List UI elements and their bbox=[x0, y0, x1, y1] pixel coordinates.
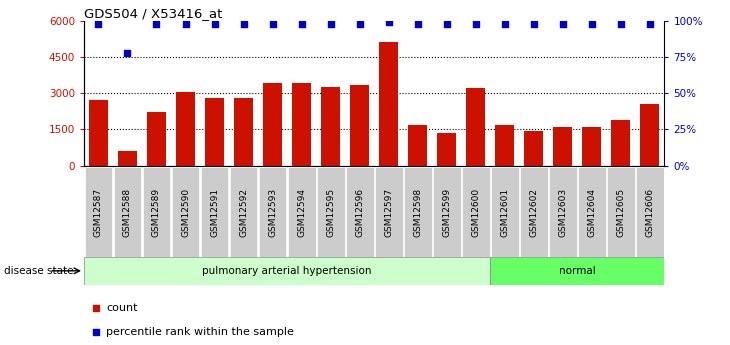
FancyBboxPatch shape bbox=[374, 167, 402, 257]
FancyBboxPatch shape bbox=[433, 167, 461, 257]
Text: GSM12594: GSM12594 bbox=[297, 188, 306, 237]
Text: percentile rank within the sample: percentile rank within the sample bbox=[106, 327, 294, 337]
Text: GSM12591: GSM12591 bbox=[210, 188, 219, 237]
Text: GSM12588: GSM12588 bbox=[123, 188, 132, 237]
Point bbox=[354, 21, 366, 26]
FancyBboxPatch shape bbox=[636, 167, 664, 257]
FancyBboxPatch shape bbox=[114, 167, 142, 257]
Point bbox=[180, 21, 191, 26]
FancyBboxPatch shape bbox=[142, 167, 170, 257]
Point bbox=[325, 21, 337, 26]
Text: GSM12590: GSM12590 bbox=[181, 188, 190, 237]
Text: GSM12597: GSM12597 bbox=[384, 188, 393, 237]
Point bbox=[474, 11, 485, 16]
Bar bbox=[118, 151, 137, 166]
Text: GSM12593: GSM12593 bbox=[268, 188, 277, 237]
Text: GSM12598: GSM12598 bbox=[413, 188, 422, 237]
Point bbox=[296, 21, 307, 26]
Text: disease state: disease state bbox=[4, 266, 73, 276]
Bar bbox=[263, 83, 282, 166]
Bar bbox=[176, 92, 195, 166]
Text: GSM12599: GSM12599 bbox=[442, 188, 451, 237]
Bar bbox=[466, 88, 485, 166]
Point bbox=[441, 21, 453, 26]
Text: GSM12587: GSM12587 bbox=[94, 188, 103, 237]
Text: GSM12602: GSM12602 bbox=[529, 188, 538, 237]
Text: pulmonary arterial hypertension: pulmonary arterial hypertension bbox=[202, 266, 372, 276]
Point bbox=[122, 50, 134, 55]
Point bbox=[644, 21, 656, 26]
Point bbox=[474, 227, 485, 232]
Text: GSM12595: GSM12595 bbox=[326, 188, 335, 237]
Bar bbox=[321, 87, 340, 166]
Text: count: count bbox=[106, 303, 137, 313]
Bar bbox=[495, 125, 514, 166]
Point bbox=[150, 21, 162, 26]
Bar bbox=[583, 127, 602, 166]
Bar bbox=[640, 104, 659, 166]
FancyBboxPatch shape bbox=[258, 167, 286, 257]
Point bbox=[528, 21, 539, 26]
Text: GSM12603: GSM12603 bbox=[558, 188, 567, 237]
FancyBboxPatch shape bbox=[491, 257, 664, 285]
Text: GSM12589: GSM12589 bbox=[152, 188, 161, 237]
FancyBboxPatch shape bbox=[288, 167, 315, 257]
FancyBboxPatch shape bbox=[462, 167, 490, 257]
FancyBboxPatch shape bbox=[85, 167, 112, 257]
FancyBboxPatch shape bbox=[578, 167, 606, 257]
Text: GSM12600: GSM12600 bbox=[471, 188, 480, 237]
Point bbox=[383, 19, 394, 25]
FancyBboxPatch shape bbox=[491, 167, 518, 257]
Point bbox=[586, 21, 598, 26]
Bar bbox=[147, 112, 166, 166]
Text: GSM12605: GSM12605 bbox=[616, 188, 626, 237]
Bar bbox=[524, 131, 543, 166]
Text: GSM12601: GSM12601 bbox=[500, 188, 510, 237]
Text: GSM12606: GSM12606 bbox=[645, 188, 654, 237]
FancyBboxPatch shape bbox=[172, 167, 199, 257]
FancyBboxPatch shape bbox=[404, 167, 431, 257]
Point bbox=[266, 21, 278, 26]
Point bbox=[412, 21, 423, 26]
Bar bbox=[205, 98, 224, 166]
Point bbox=[615, 21, 626, 26]
FancyBboxPatch shape bbox=[230, 167, 258, 257]
FancyBboxPatch shape bbox=[201, 167, 228, 257]
Text: normal: normal bbox=[559, 266, 596, 276]
Point bbox=[557, 21, 569, 26]
Bar bbox=[89, 100, 108, 166]
Point bbox=[209, 21, 220, 26]
FancyBboxPatch shape bbox=[549, 167, 577, 257]
Point bbox=[470, 21, 482, 26]
Point bbox=[238, 21, 250, 26]
Bar bbox=[611, 120, 630, 166]
Bar bbox=[234, 98, 253, 166]
FancyBboxPatch shape bbox=[346, 167, 374, 257]
FancyBboxPatch shape bbox=[520, 167, 548, 257]
Point bbox=[499, 21, 510, 26]
FancyBboxPatch shape bbox=[607, 167, 634, 257]
Bar bbox=[408, 125, 427, 166]
FancyBboxPatch shape bbox=[317, 167, 345, 257]
Point bbox=[93, 21, 104, 26]
Bar bbox=[553, 127, 572, 166]
Text: GSM12592: GSM12592 bbox=[239, 188, 248, 237]
Bar bbox=[379, 42, 398, 166]
Bar bbox=[437, 133, 456, 166]
Text: GDS504 / X53416_at: GDS504 / X53416_at bbox=[84, 7, 223, 20]
FancyBboxPatch shape bbox=[84, 257, 491, 285]
Text: GSM12596: GSM12596 bbox=[355, 188, 364, 237]
Bar bbox=[350, 85, 369, 166]
Bar bbox=[292, 83, 311, 166]
Text: GSM12604: GSM12604 bbox=[587, 188, 596, 237]
